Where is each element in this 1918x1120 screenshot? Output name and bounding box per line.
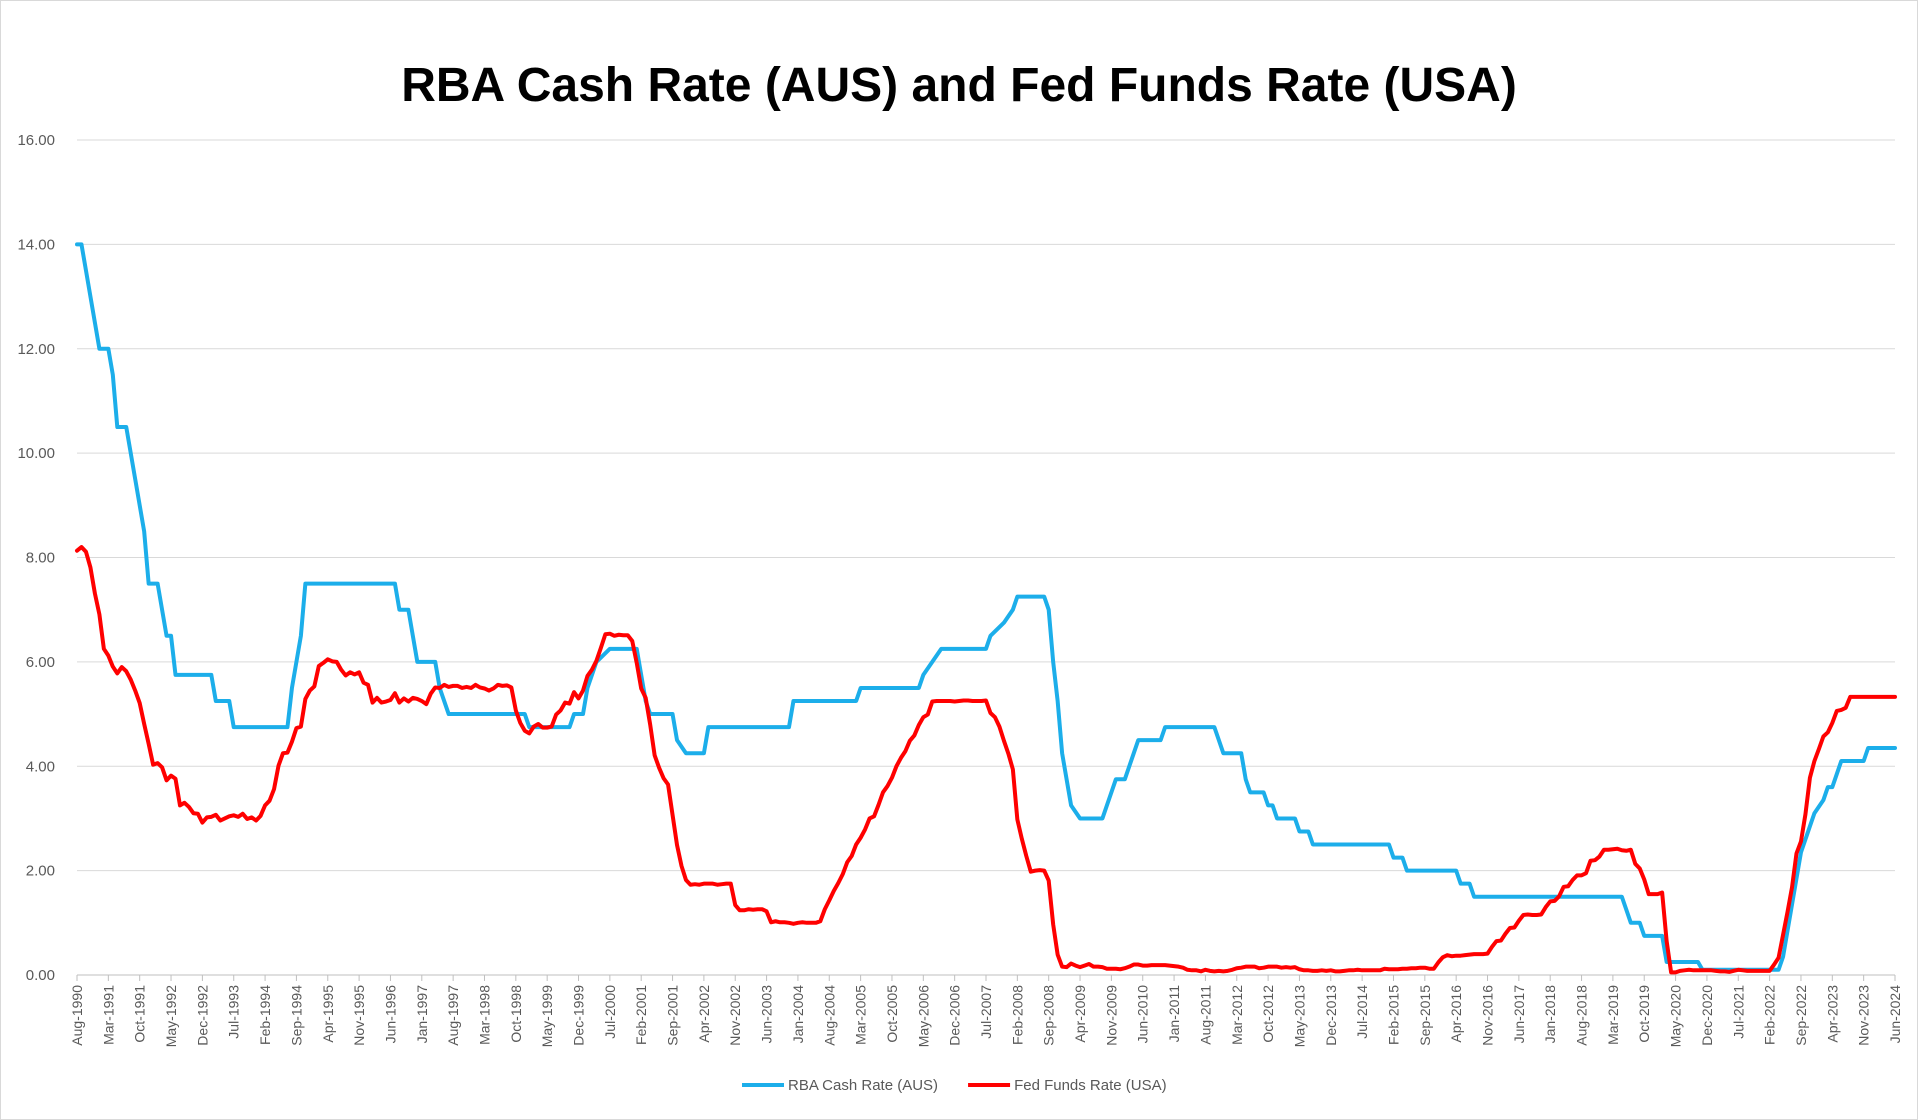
- x-tick-label: Jul-1993: [226, 985, 242, 1039]
- x-tick-label: May-2006: [915, 985, 931, 1047]
- x-tick-label: Dec-2006: [947, 985, 963, 1046]
- x-tick-label: May-1992: [163, 985, 179, 1047]
- y-axis-tick-labels: 0.00 2.00 4.00 6.00 8.00 10.00 12.00 14.00 16.00: [17, 132, 55, 984]
- x-tick-label: Aug-2011: [1197, 985, 1213, 1045]
- legend-label-rba: RBA Cash Rate (AUS): [788, 1077, 938, 1094]
- legend: RBA Cash Rate (AUS) Fed Funds Rate (USA): [742, 1077, 1167, 1094]
- x-tick-label: Mar-2005: [853, 985, 869, 1045]
- x-tick-label: Jun-1996: [382, 985, 398, 1044]
- rba-cash-rate-line: [75, 242, 1897, 972]
- x-tick-label: Oct-2012: [1260, 985, 1276, 1043]
- x-tick-label: Mar-1991: [100, 985, 116, 1045]
- x-tick-label: May-2013: [1291, 985, 1307, 1047]
- x-tick-label: Apr-1995: [320, 985, 336, 1043]
- x-tick-label: Nov-2009: [1103, 985, 1119, 1046]
- y-tick-label: 16.00: [17, 132, 55, 149]
- y-tick-label: 2.00: [26, 863, 55, 880]
- x-tick-label: Jun-2003: [759, 985, 775, 1044]
- x-tick-label: Dec-1992: [194, 985, 210, 1046]
- x-axis-tick-labels: Aug-1990 Mar-1991 Oct-1991 May-1992 Dec-1992…: [69, 985, 1903, 1047]
- fed-funds-rate-line: [75, 545, 1897, 975]
- gridlines: [76, 139, 1896, 981]
- x-tick-label: Dec-1999: [571, 985, 587, 1046]
- x-tick-label: Sep-1994: [288, 985, 304, 1046]
- x-tick-label: Apr-2016: [1448, 985, 1464, 1043]
- x-tick-label: Jun-2024: [1887, 985, 1903, 1044]
- y-tick-label: 8.00: [26, 550, 55, 567]
- y-tick-label: 6.00: [26, 654, 55, 671]
- x-tick-label: Mar-2012: [1229, 985, 1245, 1045]
- series-lines: [75, 242, 1897, 975]
- legend-label-fed: Fed Funds Rate (USA): [1014, 1077, 1167, 1094]
- y-tick-label: 0.00: [26, 967, 55, 984]
- x-tick-label: Sep-2022: [1793, 985, 1809, 1046]
- x-tick-label: Feb-2008: [1009, 985, 1025, 1045]
- x-tick-label: Jan-2004: [790, 985, 806, 1044]
- x-tick-label: Feb-2001: [633, 985, 649, 1045]
- x-tick-label: Apr-2009: [1072, 985, 1088, 1043]
- x-tick-label: Nov-1995: [351, 985, 367, 1046]
- x-tick-label: Feb-1994: [257, 985, 273, 1045]
- x-tick-label: Oct-1991: [132, 985, 148, 1043]
- x-tick-label: Jun-2017: [1511, 985, 1527, 1044]
- x-tick-label: Sep-2001: [665, 985, 681, 1046]
- x-tick-label: Jan-2018: [1542, 985, 1558, 1044]
- y-tick-label: 10.00: [17, 445, 55, 462]
- x-tick-label: May-1999: [539, 985, 555, 1047]
- chart-title: RBA Cash Rate (AUS) and Fed Funds Rate (…: [401, 59, 1517, 112]
- y-tick-label: 12.00: [17, 341, 55, 358]
- x-tick-label: Mar-2019: [1605, 985, 1621, 1045]
- x-tick-label: Aug-2018: [1574, 985, 1590, 1046]
- y-tick-label: 14.00: [17, 236, 55, 253]
- x-tick-label: Jul-2014: [1354, 985, 1370, 1039]
- x-tick-label: Oct-2019: [1636, 985, 1652, 1043]
- x-tick-label: Jun-2010: [1135, 985, 1151, 1044]
- x-tick-label: Mar-1998: [476, 985, 492, 1045]
- x-tick-label: Feb-2015: [1385, 985, 1401, 1045]
- x-tick-label: Oct-1998: [508, 985, 524, 1043]
- x-tick-label: Jan-2011: [1166, 985, 1182, 1043]
- y-tick-label: 4.00: [26, 758, 55, 775]
- x-tick-label: Aug-1997: [445, 985, 461, 1046]
- x-tick-label: Jan-1997: [414, 985, 430, 1044]
- x-tick-label: Dec-2020: [1699, 985, 1715, 1046]
- x-tick-label: Feb-2022: [1762, 985, 1778, 1045]
- x-tick-label: Aug-1990: [69, 985, 85, 1046]
- x-tick-label: Dec-2013: [1323, 985, 1339, 1046]
- x-tick-label: Jul-2007: [978, 985, 994, 1039]
- x-tick-label: Nov-2023: [1856, 985, 1872, 1046]
- x-tick-label: Apr-2023: [1824, 985, 1840, 1043]
- x-tick-label: Jul-2021: [1730, 985, 1746, 1039]
- x-tick-label: Oct-2005: [884, 985, 900, 1043]
- x-tick-label: Jul-2000: [602, 985, 618, 1039]
- x-tick-label: Sep-2015: [1417, 985, 1433, 1046]
- x-tick-label: Nov-2002: [727, 985, 743, 1046]
- x-tick-label: Aug-2004: [821, 985, 837, 1046]
- x-tick-label: Sep-2008: [1041, 985, 1057, 1046]
- x-tick-label: May-2020: [1668, 985, 1684, 1047]
- x-tick-label: Nov-2016: [1480, 985, 1496, 1046]
- x-tick-label: Apr-2002: [696, 985, 712, 1043]
